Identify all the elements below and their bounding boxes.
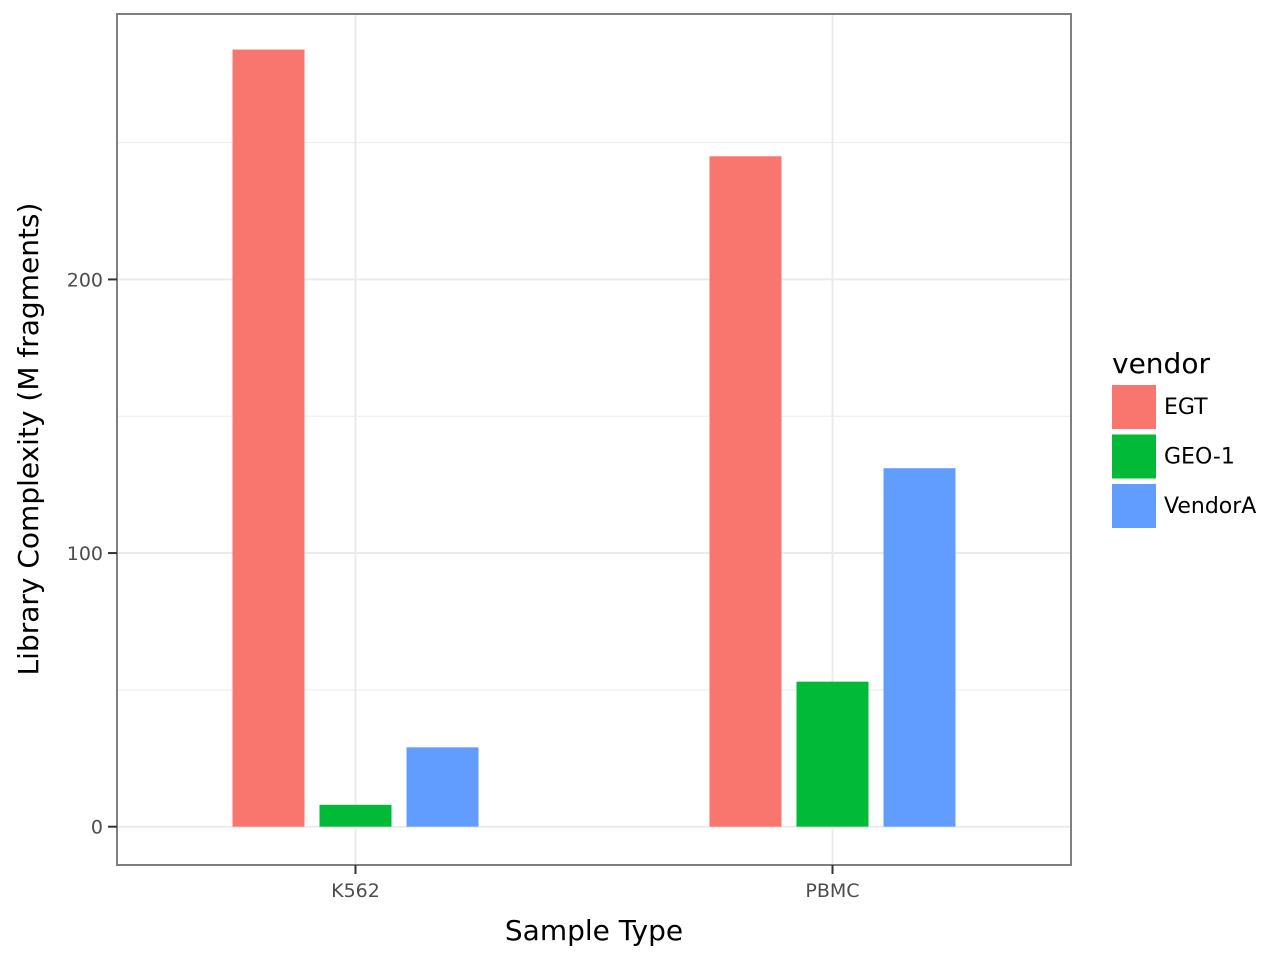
x-tick-label: K562 bbox=[331, 880, 380, 902]
y-tick-label: 100 bbox=[67, 543, 103, 565]
legend-label-vendora: VendorA bbox=[1164, 494, 1256, 519]
bar-k562-vendora bbox=[406, 747, 479, 827]
panel-border bbox=[116, 13, 1072, 866]
bar-pbmc-vendora bbox=[883, 468, 956, 827]
x-axis: K562 PBMC bbox=[331, 865, 860, 902]
y-tick-label: 200 bbox=[67, 269, 103, 291]
legend-swatch-vendora bbox=[1112, 484, 1156, 528]
y-axis-title: Library Complexity (M fragments) bbox=[12, 203, 45, 676]
bar-pbmc-egt bbox=[709, 156, 782, 827]
legend: vendor EGT GEO-1 VendorA bbox=[1112, 347, 1256, 528]
y-axis: 0 100 200 bbox=[67, 269, 117, 839]
legend-swatch-geo-1 bbox=[1112, 434, 1156, 479]
bar-k562-geo-1 bbox=[319, 804, 392, 827]
x-axis-title: Sample Type bbox=[505, 914, 683, 947]
bar-k562-egt bbox=[232, 49, 305, 827]
legend-label-geo-1: GEO-1 bbox=[1164, 445, 1235, 470]
bars bbox=[232, 49, 956, 827]
x-tick-label: PBMC bbox=[805, 880, 859, 902]
legend-title: vendor bbox=[1112, 347, 1210, 380]
y-tick-label: 0 bbox=[91, 817, 103, 839]
legend-label-egt: EGT bbox=[1164, 395, 1208, 420]
bar-pbmc-geo-1 bbox=[796, 681, 869, 827]
legend-swatch-egt bbox=[1112, 385, 1156, 429]
